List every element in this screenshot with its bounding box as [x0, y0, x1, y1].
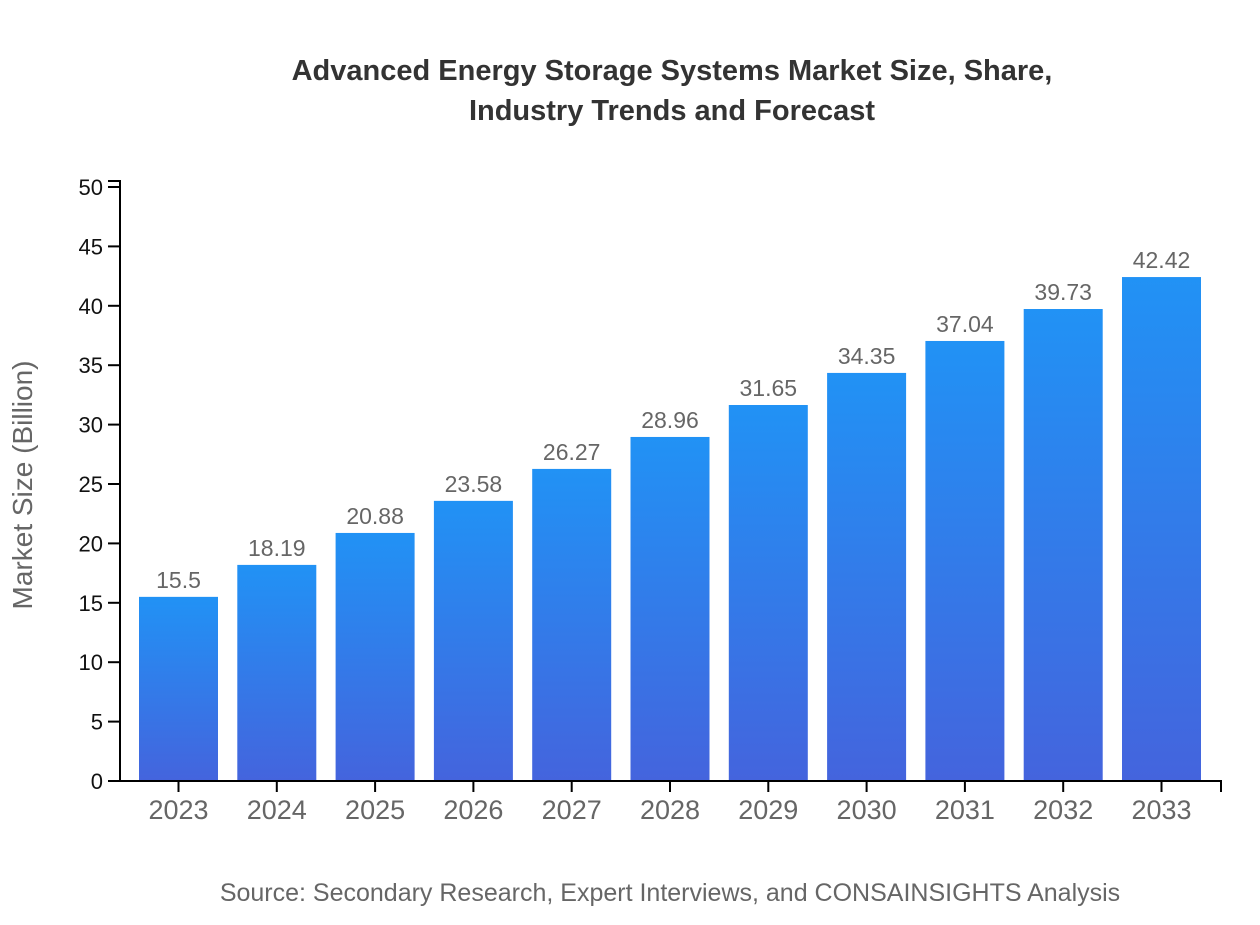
bar-2031 — [925, 340, 1005, 781]
y-axis-title: Market Size (Billion) — [7, 361, 38, 610]
y-tick-label: 10 — [79, 650, 103, 675]
x-tick-label: 2027 — [542, 795, 602, 825]
bar-value-label: 31.65 — [740, 375, 798, 401]
x-tick-label: 2033 — [1131, 795, 1191, 825]
y-tick-label: 15 — [79, 591, 103, 616]
bar-value-label: 15.5 — [156, 567, 201, 593]
x-tick-label: 2030 — [837, 795, 897, 825]
bar-value-label: 34.35 — [838, 343, 896, 369]
bar-2026 — [433, 500, 513, 781]
chart-title-line2: Industry Trends and Forecast — [469, 95, 875, 127]
bar-2033 — [1122, 277, 1201, 781]
y-tick-label: 25 — [79, 472, 103, 497]
bar-2025 — [335, 532, 415, 781]
bar-2030 — [827, 372, 907, 781]
bar-2027 — [532, 468, 612, 781]
bar-value-label: 28.96 — [641, 407, 699, 433]
y-tick-label: 20 — [79, 531, 103, 556]
x-tick-label: 2032 — [1033, 795, 1093, 825]
x-tick-label: 2031 — [935, 795, 995, 825]
bar-value-label: 20.88 — [346, 503, 404, 529]
bar-value-label: 18.19 — [248, 535, 306, 561]
bar-2029 — [728, 404, 808, 781]
x-tick-label: 2026 — [443, 795, 503, 825]
bar-value-label: 23.58 — [445, 471, 503, 497]
bar-value-label: 39.73 — [1034, 279, 1092, 305]
y-tick-label: 40 — [79, 294, 103, 319]
x-tick-label: 2024 — [247, 795, 307, 825]
y-tick-label: 50 — [79, 175, 103, 200]
x-tick-label: 2029 — [738, 795, 798, 825]
y-tick-label: 35 — [79, 353, 103, 378]
bar-2023 — [139, 596, 218, 781]
y-tick-label: 0 — [91, 769, 103, 794]
x-tick-label: 2028 — [640, 795, 700, 825]
source-note: Source: Secondary Research, Expert Inter… — [220, 879, 1120, 907]
bar-2024 — [237, 564, 317, 781]
chart-title-line1: Advanced Energy Storage Systems Market S… — [292, 55, 1053, 87]
y-tick-label: 5 — [91, 710, 103, 735]
y-tick-label: 45 — [79, 234, 103, 259]
x-tick-label: 2025 — [345, 795, 405, 825]
bar-2032 — [1023, 309, 1103, 781]
y-tick-label: 30 — [79, 413, 103, 438]
plot-area: 15.5202318.19202420.88202523.58202626.27… — [79, 175, 1201, 825]
bar-value-label: 26.27 — [543, 439, 601, 465]
x-tick-label: 2023 — [148, 795, 208, 825]
bar-value-label: 42.42 — [1133, 247, 1191, 273]
bar-2028 — [630, 436, 710, 781]
bar-value-label: 37.04 — [936, 311, 994, 337]
